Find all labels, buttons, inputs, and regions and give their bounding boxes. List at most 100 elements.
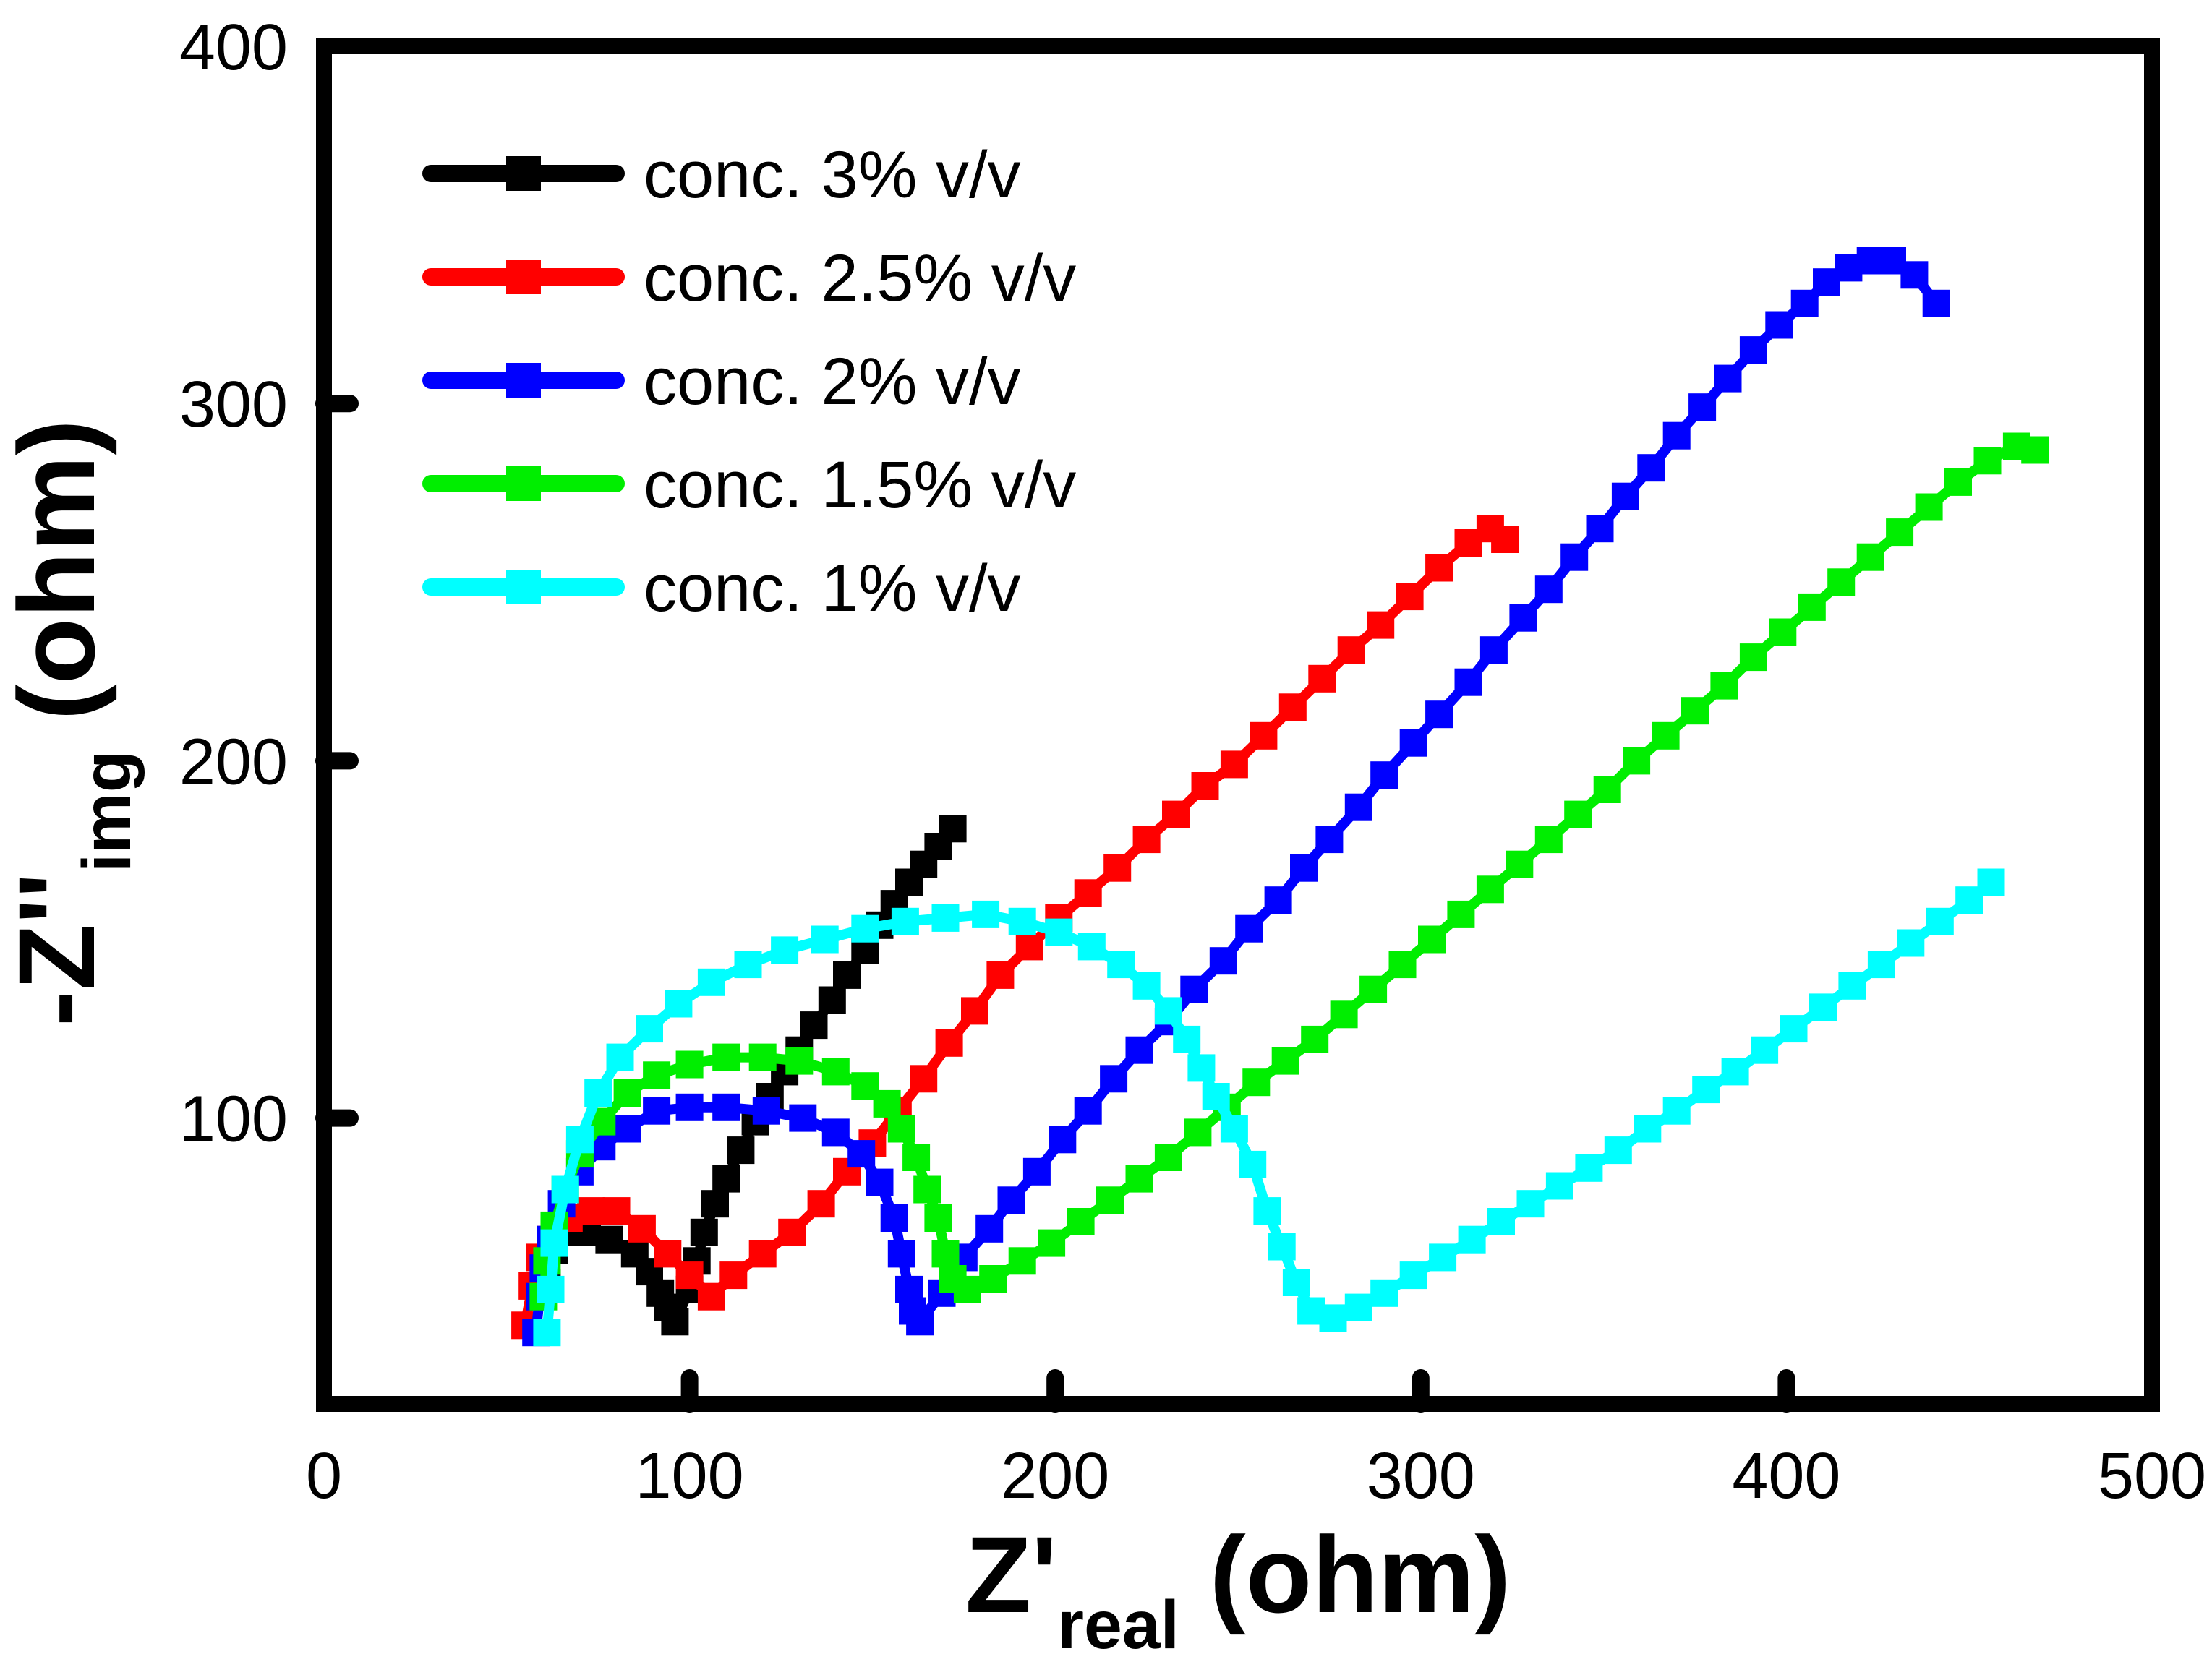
series-1-point-32	[1308, 664, 1336, 693]
series-3-point-49	[1769, 618, 1797, 646]
legend-entry-4: conc. 1% v/v	[422, 552, 1021, 625]
series-3-point-51	[1827, 568, 1856, 596]
series-1-point-13	[778, 1218, 806, 1246]
x-axis-title-main: Z'	[965, 1514, 1057, 1635]
x-tick-label-4: 400	[1732, 1440, 1840, 1512]
legend-marker-1	[506, 260, 541, 294]
series-4-point-50	[1838, 972, 1866, 1000]
series-2-point-42	[1479, 636, 1508, 664]
series-1-point-5	[577, 1197, 605, 1225]
series-4-point-17	[1008, 907, 1036, 935]
series-4-point-32	[1319, 1304, 1347, 1332]
series-3-point-40	[1506, 850, 1534, 878]
series-3-point-44	[1623, 747, 1651, 775]
x-axis-title-subscript: real	[1057, 1587, 1179, 1654]
series-2-point-27	[1074, 1097, 1102, 1125]
series-3-point-47	[1710, 672, 1738, 700]
series-0-point-15	[712, 1165, 740, 1193]
series-3-point-35	[1359, 975, 1388, 1003]
series-4-point-6	[606, 1043, 634, 1071]
series-4-point-26	[1220, 1115, 1248, 1143]
series-4-point-43	[1634, 1115, 1662, 1143]
series-4-point-19	[1077, 933, 1106, 961]
series-2-point-41	[1454, 668, 1482, 696]
series-2-point-32	[1209, 947, 1237, 975]
series-3-point-37	[1418, 925, 1446, 954]
series-2-point-34	[1264, 886, 1292, 914]
series-2-point-39	[1399, 729, 1427, 757]
series-3-point-6	[613, 1079, 641, 1107]
series-4-point-1	[537, 1275, 565, 1303]
y-tick-label-0: 100	[179, 1084, 288, 1156]
series-1-point-35	[1396, 583, 1424, 611]
x-tick-label-3: 300	[1367, 1440, 1475, 1512]
series-4-point-24	[1187, 1054, 1216, 1082]
series-3-point-29	[1184, 1118, 1212, 1147]
series-3-point-52	[1856, 543, 1884, 571]
series-4-point-13	[851, 914, 879, 943]
series-4-point-30	[1282, 1269, 1310, 1296]
series-4-point-37	[1458, 1225, 1486, 1254]
series-1-point-7	[628, 1214, 656, 1243]
series-2-point-45	[1560, 543, 1589, 571]
series-4-point-47	[1751, 1036, 1779, 1064]
series-3-point-41	[1534, 826, 1563, 854]
series-3-point-18	[924, 1204, 952, 1232]
series-2-point-33	[1235, 914, 1263, 943]
series-4-point-51	[1867, 951, 1895, 979]
series-0-point-30	[939, 815, 967, 843]
series-0-point-5	[595, 1225, 623, 1254]
series-2-point-43	[1509, 604, 1537, 632]
series-1-point-27	[1162, 800, 1190, 828]
series-0-point-16	[727, 1136, 755, 1165]
series-2-point-7	[613, 1115, 641, 1143]
series-4-point-52	[1897, 929, 1925, 957]
series-4-point-38	[1487, 1208, 1515, 1235]
series-3-point-50	[1798, 593, 1826, 621]
series-4-point-4	[565, 1126, 594, 1154]
series-2-point-25	[1022, 1157, 1051, 1186]
series-1-point-29	[1220, 750, 1248, 779]
series-3-point-24	[1038, 1229, 1066, 1257]
series-4-point-25	[1202, 1083, 1230, 1110]
series-3-point-48	[1739, 643, 1767, 672]
y-axis-title-subscript: img	[69, 750, 145, 873]
series-3-point-36	[1388, 951, 1417, 979]
series-2-point-44	[1534, 575, 1563, 604]
series-1-point-34	[1367, 611, 1395, 639]
series-1-point-14	[807, 1190, 835, 1218]
series-3-point-21	[953, 1275, 981, 1303]
series-2-point-13	[821, 1118, 850, 1147]
series-3-point-16	[902, 1144, 931, 1171]
series-4-point-9	[697, 968, 725, 996]
x-tick-label-5: 500	[2098, 1440, 2206, 1512]
series-3-point-15	[887, 1115, 915, 1143]
series-2-point-14	[847, 1140, 876, 1168]
series-1-point-18	[910, 1065, 938, 1093]
series-3-point-22	[979, 1265, 1007, 1293]
series-2-point-59	[1900, 261, 1929, 289]
series-4-point-3	[551, 1175, 579, 1204]
series-2-point-38	[1370, 761, 1398, 789]
series-2-point-17	[887, 1240, 915, 1268]
legend-label-0: conc. 3% v/v	[644, 138, 1021, 212]
legend-label-3: conc. 1.5% v/v	[644, 448, 1076, 522]
series-1-point-33	[1337, 636, 1365, 664]
series-4-point-34	[1370, 1279, 1398, 1307]
series-4-point-2	[540, 1229, 568, 1257]
series-1-point-20	[961, 997, 988, 1025]
series-3-point-17	[913, 1175, 941, 1204]
series-3-point-32	[1271, 1047, 1299, 1075]
series-1-point-11	[719, 1261, 748, 1290]
series-2-point-51	[1714, 364, 1742, 393]
series-2-point-60	[1922, 289, 1950, 317]
series-4-point-55	[1977, 868, 2005, 896]
series-2-point-11	[752, 1097, 780, 1125]
series-3-point-8	[675, 1050, 704, 1079]
series-2-point-48	[1637, 454, 1665, 482]
y-tick-label-2: 300	[179, 369, 288, 441]
legend-entry-1: conc. 2.5% v/v	[422, 241, 1076, 315]
series-2-point-53	[1765, 311, 1793, 339]
series-3-point-54	[1915, 493, 1943, 521]
